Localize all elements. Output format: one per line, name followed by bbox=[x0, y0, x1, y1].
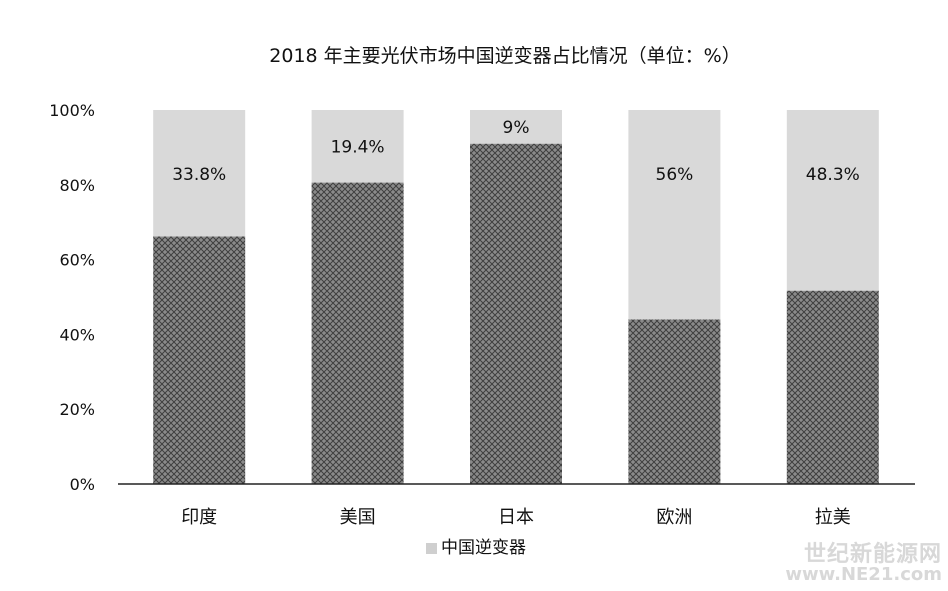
bar-segment-china bbox=[311, 110, 404, 183]
watermark-line2: www.NE21.com bbox=[785, 564, 942, 586]
x-tick-label: 日本 bbox=[498, 507, 534, 528]
x-tick-label: 印度 bbox=[181, 507, 217, 528]
y-tick-label: 100% bbox=[49, 101, 95, 120]
watermark-line1: 世纪新能源网 bbox=[803, 542, 942, 568]
data-label: 33.8% bbox=[172, 165, 226, 185]
bars-group bbox=[153, 110, 879, 484]
y-tick-label: 60% bbox=[59, 251, 95, 270]
y-tick-label: 0% bbox=[70, 475, 95, 494]
bar-segment-other bbox=[786, 290, 879, 484]
legend: 中国逆变器 bbox=[426, 538, 526, 558]
x-tick-label: 拉美 bbox=[815, 507, 851, 528]
bar-segment-china bbox=[470, 110, 562, 144]
legend-label: 中国逆变器 bbox=[441, 538, 526, 558]
x-tick-label: 欧洲 bbox=[656, 507, 692, 528]
x-tick-label: 美国 bbox=[340, 507, 376, 528]
x-axis: 印度 美国 日本 欧洲 拉美 bbox=[181, 507, 851, 528]
bar-segment-other bbox=[470, 143, 562, 484]
bar-segment-china bbox=[628, 110, 721, 320]
data-label: 56% bbox=[656, 165, 694, 185]
watermark: 世纪新能源网 www.NE21.com bbox=[785, 543, 942, 585]
y-axis: 0% 20% 40% 60% 80% 100% bbox=[49, 101, 95, 494]
chart-title: 2018 年主要光伏市场中国逆变器占比情况（单位：%） bbox=[269, 45, 740, 67]
data-label: 9% bbox=[503, 118, 530, 138]
bar-segment-china bbox=[786, 110, 879, 291]
y-tick-label: 40% bbox=[59, 325, 95, 344]
bar-segment-china bbox=[153, 110, 246, 237]
y-tick-label: 80% bbox=[59, 176, 95, 195]
data-label: 19.4% bbox=[331, 137, 385, 157]
data-label: 48.3% bbox=[806, 165, 860, 185]
y-tick-label: 20% bbox=[59, 400, 95, 419]
bar-labels-group: 33.8% 19.4% 9% 56% 48.3% bbox=[172, 118, 860, 185]
legend-swatch bbox=[426, 543, 437, 554]
bar-segment-other bbox=[153, 236, 246, 484]
bar-segment-other bbox=[628, 319, 721, 484]
bar-segment-other bbox=[311, 182, 404, 484]
